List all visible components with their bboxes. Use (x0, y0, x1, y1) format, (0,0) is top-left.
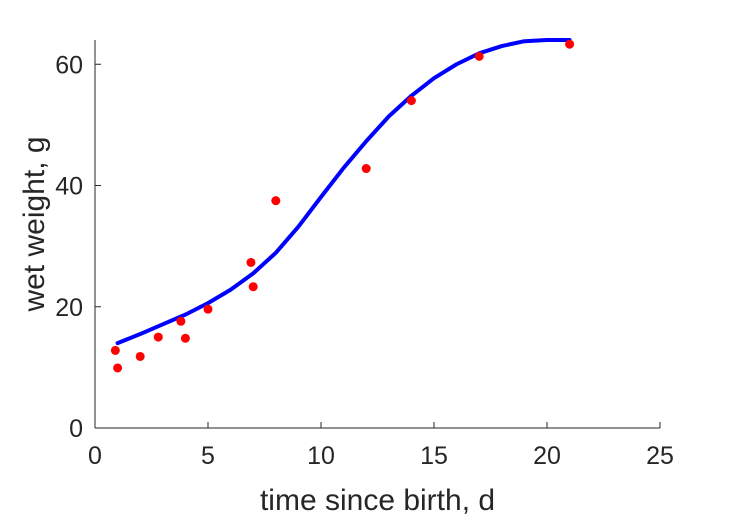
x-tick-label: 0 (88, 442, 102, 470)
y-ticks: 0 20 40 60 (55, 51, 101, 443)
axes (94, 40, 660, 429)
data-point (271, 196, 281, 206)
x-tick-label: 15 (420, 442, 448, 470)
data-point (361, 164, 371, 174)
data-point (176, 316, 186, 326)
data-point (110, 345, 120, 355)
data-point (113, 363, 123, 373)
x-tick-label: 10 (307, 442, 335, 470)
y-tick-label: 0 (69, 415, 83, 443)
x-ticks: 0 5 10 15 20 25 (88, 422, 674, 470)
plot-area (110, 38, 575, 373)
x-tick-label: 20 (533, 442, 561, 470)
data-point (248, 282, 258, 292)
data-point (406, 96, 416, 106)
data-point (153, 332, 163, 342)
x-tick-label: 5 (201, 442, 215, 470)
data-point (474, 51, 484, 61)
y-tick-label: 20 (55, 294, 83, 322)
x-tick-label: 25 (646, 442, 674, 470)
y-axis-label: wet weight, g (18, 136, 51, 312)
data-point (180, 333, 190, 343)
x-axis-label: time since birth, d (260, 484, 495, 517)
fit-curve-line (115, 38, 572, 346)
data-point (203, 304, 213, 314)
data-point (135, 351, 145, 361)
y-tick-label: 40 (55, 173, 83, 201)
data-point (246, 257, 256, 267)
y-tick-label: 60 (55, 51, 83, 79)
data-point (565, 39, 575, 49)
